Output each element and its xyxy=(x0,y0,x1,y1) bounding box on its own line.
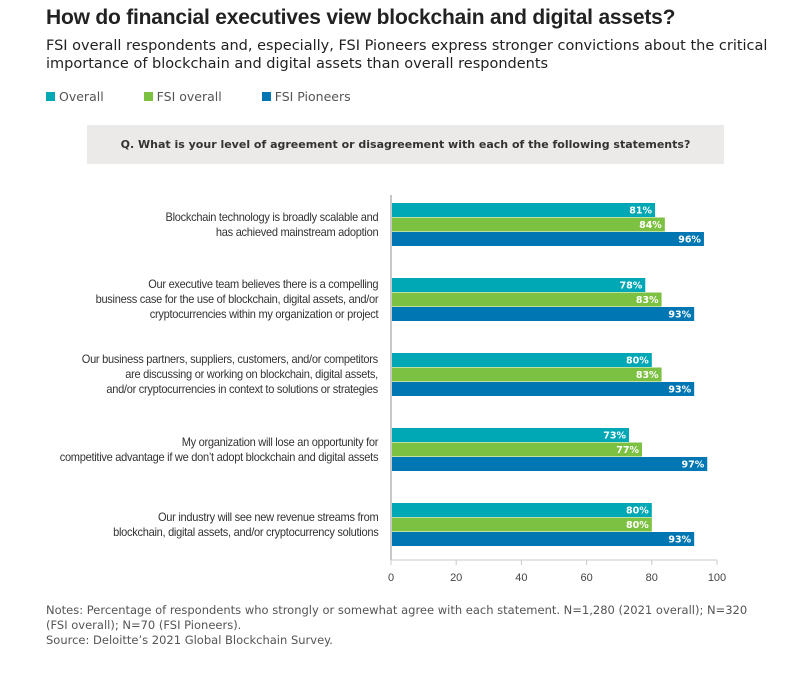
notes: Notes: Percentage of respondents who str… xyxy=(46,603,766,648)
category-label: My organization will lose an opportunity… xyxy=(59,435,378,465)
category-label-line: blockchain, digital assets, and/or crypt… xyxy=(112,524,379,539)
x-tick-label: 20 xyxy=(450,572,462,584)
legend-label: FSI overall xyxy=(156,89,222,104)
bar xyxy=(391,203,656,217)
bar xyxy=(391,503,652,517)
bar xyxy=(391,278,646,292)
category-label-line: Our industry will see new revenue stream… xyxy=(157,509,379,524)
legend-swatch xyxy=(143,92,153,101)
bar xyxy=(391,442,643,457)
category-label-line: competitive advantage if we don’t adopt … xyxy=(59,449,378,464)
bar xyxy=(391,292,662,307)
category-label: Our business partners, suppliers, custom… xyxy=(82,352,378,397)
data-label: 96% xyxy=(678,235,701,246)
category-label-line: Our business partners, suppliers, custom… xyxy=(81,352,378,367)
x-tick-label: 40 xyxy=(515,572,527,584)
bar xyxy=(391,307,695,321)
data-label: 80% xyxy=(626,356,649,367)
bar xyxy=(391,532,695,546)
data-label: 83% xyxy=(636,370,659,381)
data-label: 73% xyxy=(603,431,626,442)
data-label: 81% xyxy=(629,206,652,217)
chart-title: How do financial executives view blockch… xyxy=(46,6,676,29)
data-label: 93% xyxy=(668,535,691,546)
category-label-line: are discussing or working on blockchain,… xyxy=(125,367,378,382)
category-label: Our executive team believes there is a c… xyxy=(95,277,378,322)
category-label-line: business case for the use of blockchain,… xyxy=(95,292,378,307)
legend: Overall FSI overall FSI Pioneers xyxy=(46,89,391,104)
data-label: 80% xyxy=(626,506,649,517)
data-label: 80% xyxy=(626,520,649,531)
notes-text: Notes: Percentage of respondents who str… xyxy=(46,603,748,632)
question-box: Q. What is your level of agreement or di… xyxy=(87,125,724,164)
source-text: Source: Deloitte’s 2021 Global Blockchai… xyxy=(46,633,333,647)
category-label-line: cryptocurrencies within my organization … xyxy=(149,307,378,322)
data-label: 97% xyxy=(681,460,704,471)
legend-label: FSI Pioneers xyxy=(274,89,351,104)
data-label: 78% xyxy=(620,281,643,292)
chart-subtitle: FSI overall respondents and, especially,… xyxy=(46,38,768,72)
category-label-line: and/or cryptocurrencies in context to so… xyxy=(106,382,378,397)
legend-label: Overall xyxy=(59,89,104,104)
bar xyxy=(391,517,652,532)
category-label: Blockchain technology is broadly scalabl… xyxy=(165,210,378,240)
data-label: 93% xyxy=(668,310,691,321)
data-label: 84% xyxy=(639,220,662,231)
legend-swatch xyxy=(261,92,271,101)
bar xyxy=(391,232,704,246)
bar xyxy=(391,382,695,396)
category-label-line: Our executive team believes there is a c… xyxy=(147,277,378,292)
bar xyxy=(391,353,652,367)
legend-item: FSI Pioneers xyxy=(261,89,351,104)
bar xyxy=(391,367,662,382)
category-label-line: Blockchain technology is broadly scalabl… xyxy=(165,209,378,224)
bar xyxy=(391,457,708,471)
category-label-line: has achieved mainstream adoption xyxy=(215,224,379,239)
legend-item: FSI overall xyxy=(143,89,222,104)
x-tick-label: 60 xyxy=(580,572,592,584)
legend-item: Overall xyxy=(46,89,104,104)
bar xyxy=(391,428,629,442)
x-tick-label: 100 xyxy=(708,572,726,584)
data-label: 93% xyxy=(668,385,691,396)
data-label: 77% xyxy=(616,445,639,456)
category-label: Our industry will see new revenue stream… xyxy=(112,509,379,540)
x-tick-label: 0 xyxy=(388,572,394,584)
bar xyxy=(391,217,665,232)
category-label-line: My organization will lose an opportunity… xyxy=(181,434,378,449)
legend-swatch xyxy=(46,92,55,101)
x-tick-label: 80 xyxy=(646,572,658,584)
data-label: 83% xyxy=(636,295,659,306)
